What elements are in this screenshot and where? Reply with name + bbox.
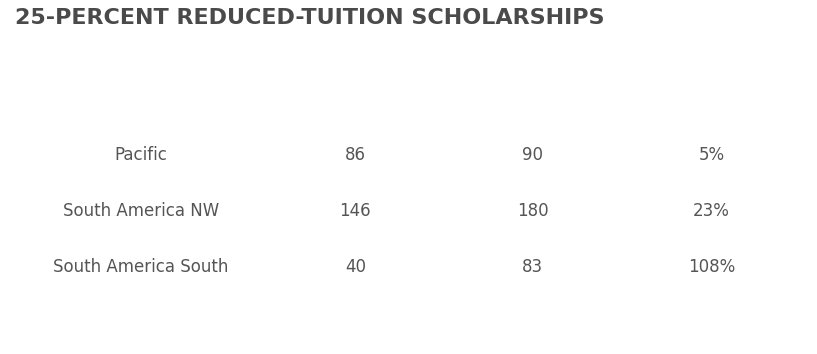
Text: 86: 86 [345,146,366,164]
Text: 90: 90 [522,146,543,164]
Text: 23%: 23% [693,202,730,220]
Text: 5%: 5% [699,146,725,164]
Text: 83: 83 [522,258,543,276]
Text: 25-PERCENT REDUCED-TUITION SCHOLARSHIPS: 25-PERCENT REDUCED-TUITION SCHOLARSHIPS [15,8,605,28]
Text: 108%: 108% [688,258,735,276]
Text: South America NW: South America NW [63,202,219,220]
Text: 30%: 30% [692,312,731,330]
Text: 180: 180 [516,202,548,220]
Text: 272: 272 [338,312,373,330]
Text: % INCREASE: % INCREASE [659,88,764,103]
Text: FALL 2019: FALL 2019 [489,88,576,103]
Text: Pacific: Pacific [114,146,167,164]
Text: 146: 146 [340,202,371,220]
Text: 353: 353 [515,312,550,330]
Text: 40: 40 [345,258,366,276]
Text: South America South: South America South [53,258,229,276]
Text: LOCATION: LOCATION [98,88,184,103]
Text: FALL 2018: FALL 2018 [312,88,399,103]
Text: TOTAL: TOTAL [111,312,171,330]
